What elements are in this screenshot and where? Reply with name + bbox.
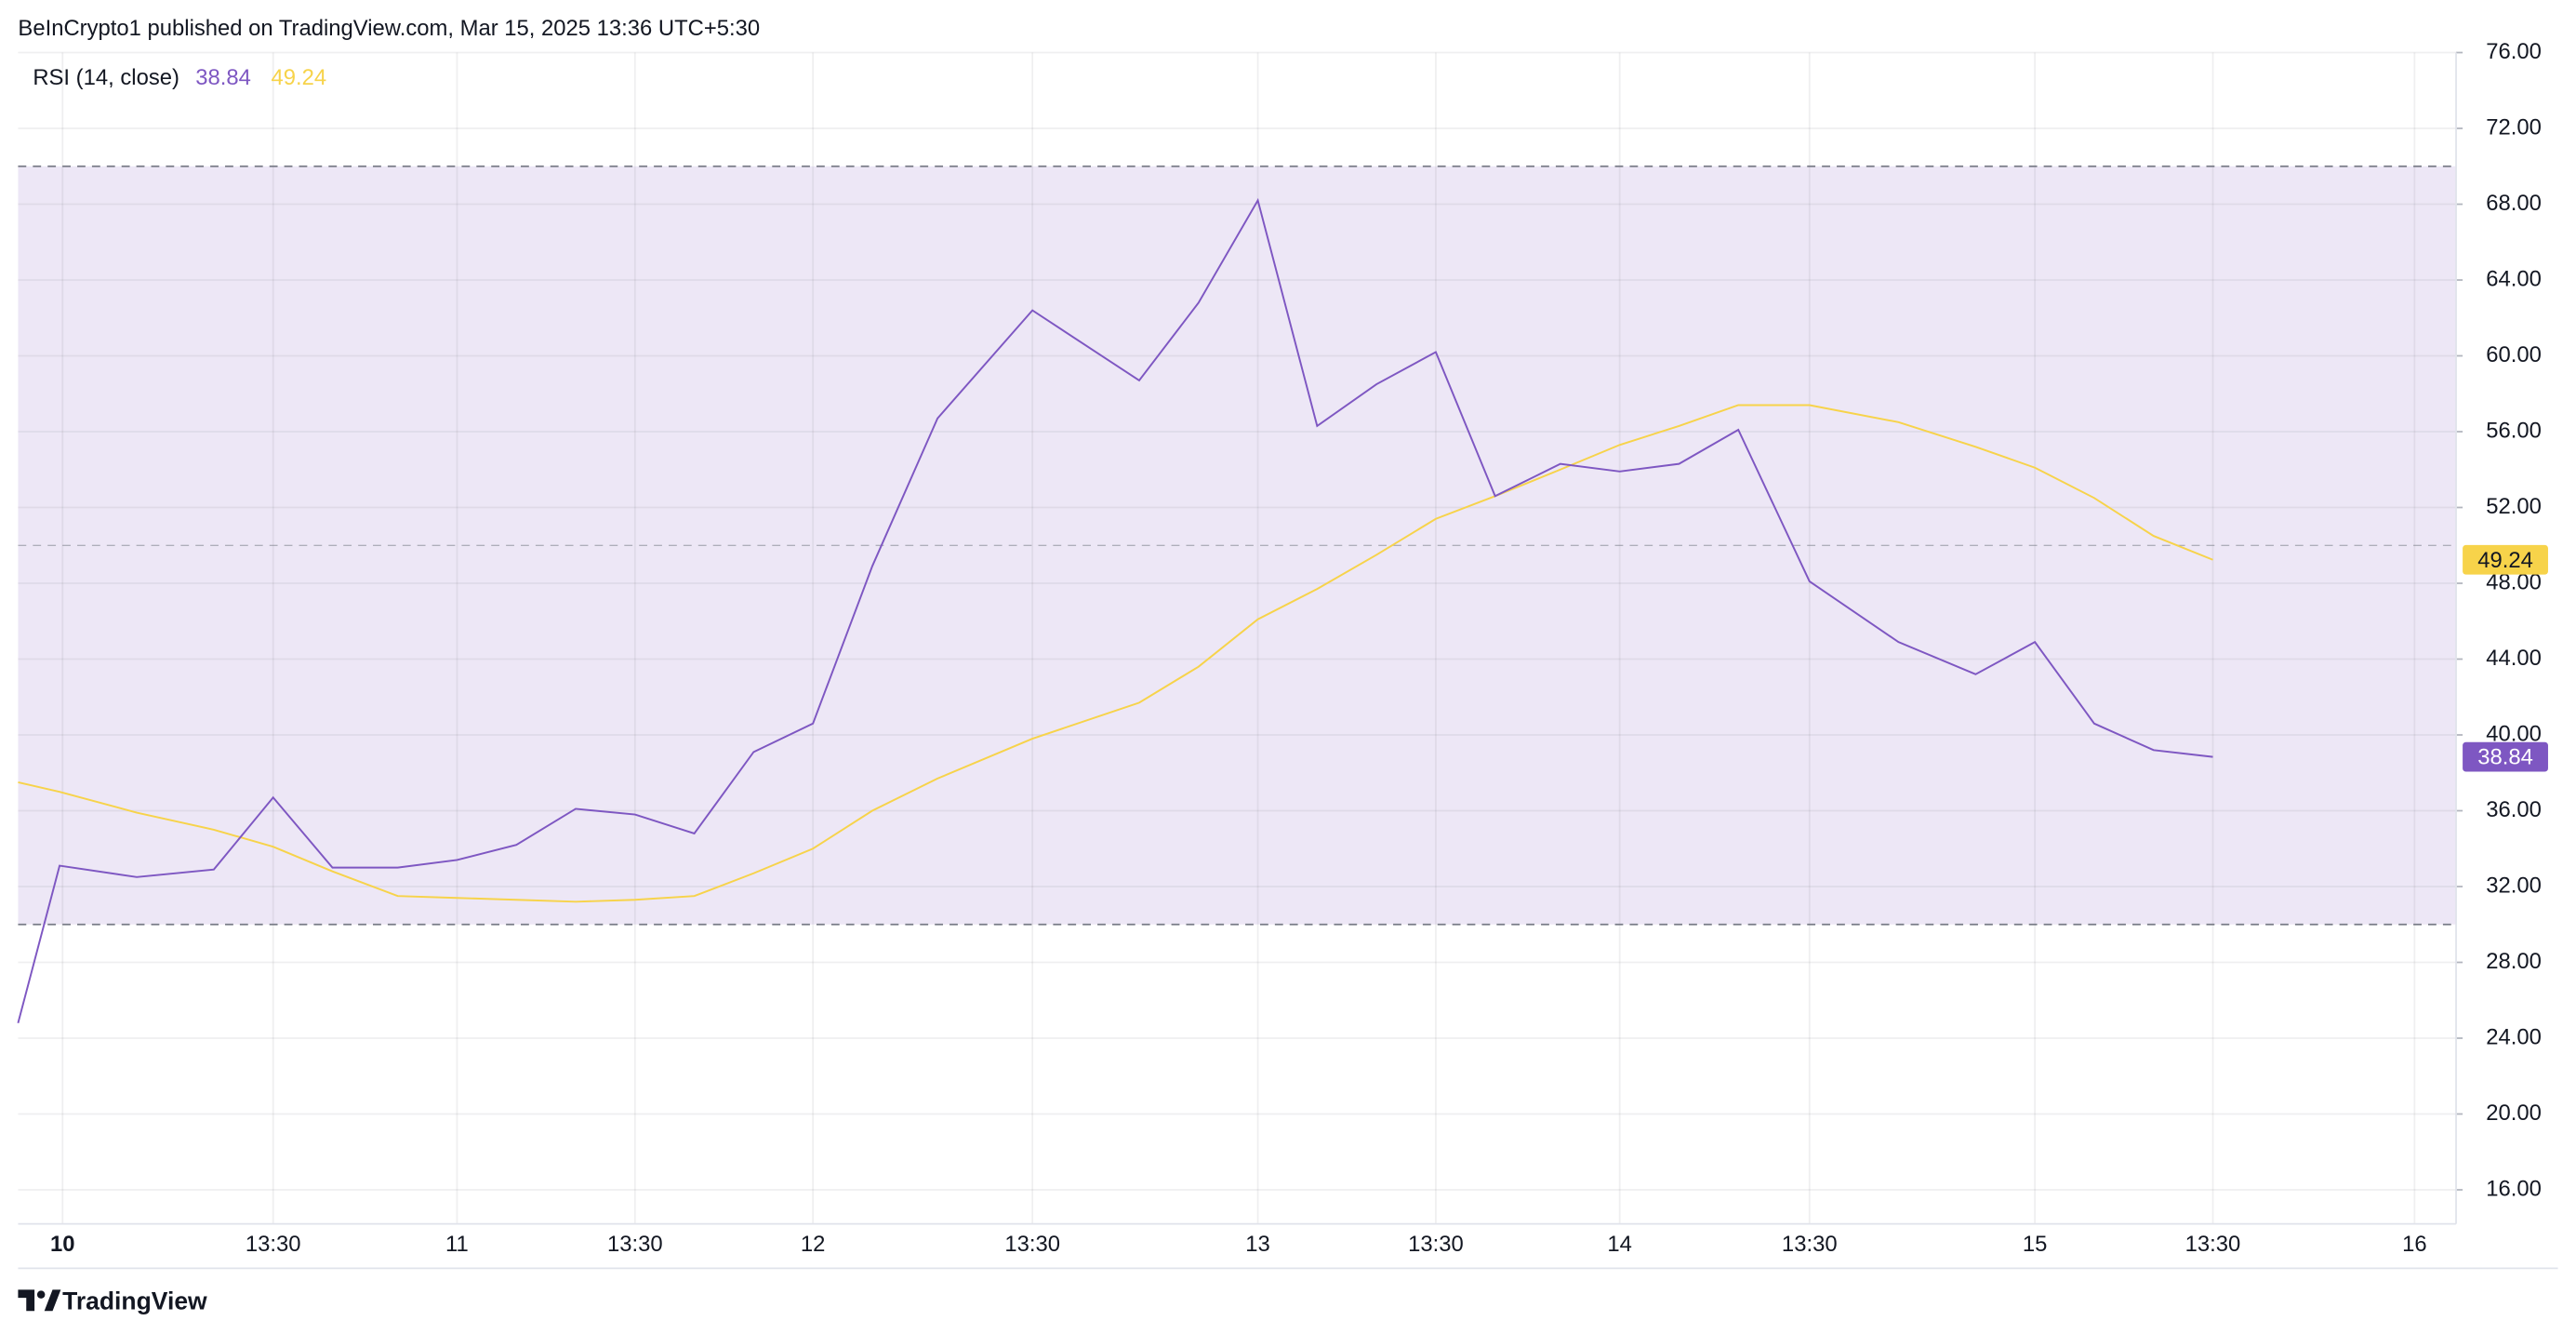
plot-area: 16.0020.0024.0028.0032.0036.0040.0044.00… — [17, 39, 2548, 1257]
x-tick-label: 16 — [2402, 1232, 2427, 1257]
logo-part — [44, 1289, 61, 1312]
tradingview-logo — [18, 1289, 61, 1312]
logo-part — [36, 1290, 46, 1299]
y-tick-label: 72.00 — [2486, 114, 2542, 140]
brand-name: TradingView — [62, 1287, 207, 1314]
y-tick-label: 68.00 — [2486, 191, 2542, 216]
y-tick-label: 76.00 — [2486, 39, 2542, 64]
legend-ma-value: 49.24 — [271, 65, 326, 90]
y-tick-label: 20.00 — [2486, 1101, 2542, 1126]
x-tick-label: 10 — [50, 1232, 75, 1257]
y-tick-label: 60.00 — [2486, 342, 2542, 367]
y-tick-label: 52.00 — [2486, 494, 2542, 519]
x-tick-label: 13:30 — [1408, 1232, 1464, 1257]
y-tick-label: 44.00 — [2486, 646, 2542, 671]
legend-rsi-value: 38.84 — [195, 65, 251, 90]
x-tick-label: 13 — [1245, 1232, 1270, 1257]
x-tick-label: 15 — [2023, 1232, 2048, 1257]
x-tick-label: 13:30 — [1004, 1232, 1060, 1257]
x-tick-label: 12 — [801, 1232, 826, 1257]
price-tag-label: 49.24 — [2477, 548, 2533, 573]
y-tick-label: 56.00 — [2486, 418, 2542, 443]
x-tick-label: 13:30 — [2185, 1232, 2241, 1257]
series-line — [17, 197, 2213, 1023]
indicator-name: RSI (14, close) — [33, 65, 179, 90]
publisher-line: BeInCrypto1 published on TradingView.com… — [18, 16, 760, 41]
y-tick-label: 16.00 — [2486, 1176, 2542, 1201]
price-tag — [2463, 544, 2548, 575]
y-tick-label: 36.00 — [2486, 797, 2542, 822]
logo-part — [18, 1289, 35, 1312]
y-tick-label: 64.00 — [2486, 266, 2542, 291]
x-tick-label: 11 — [445, 1232, 469, 1257]
x-tick-label: 13:30 — [246, 1232, 301, 1257]
y-tick-label: 24.00 — [2486, 1024, 2542, 1049]
y-tick-label: 28.00 — [2486, 949, 2542, 974]
price-tag-label: 38.84 — [2477, 745, 2533, 770]
series-line — [18, 404, 2213, 903]
x-tick-label: 13:30 — [1782, 1232, 1838, 1257]
x-tick-label: 14 — [1607, 1232, 1632, 1257]
y-tick-label: 32.00 — [2486, 873, 2542, 898]
x-tick-label: 13:30 — [607, 1232, 663, 1257]
price-tag — [2463, 741, 2548, 772]
